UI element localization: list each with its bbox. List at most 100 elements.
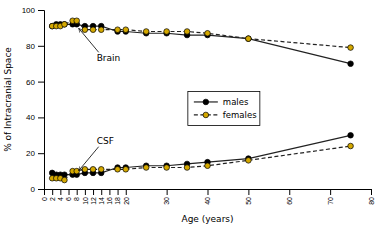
x-tick-label: 70 xyxy=(327,197,334,205)
annotation-arrow xyxy=(79,28,99,52)
y-axis: 020406080100 xyxy=(22,6,45,194)
x-tick-label: 0 xyxy=(41,197,48,201)
y-tick: 80 xyxy=(26,42,44,51)
legend-label: females xyxy=(223,110,257,120)
point xyxy=(164,29,170,35)
y-tick: 0 xyxy=(31,185,44,194)
x-tick: 20 xyxy=(122,189,129,205)
x-tick-label: 30 xyxy=(163,197,170,205)
x-tick-mark xyxy=(371,189,372,195)
x-tick: 8 xyxy=(73,189,80,201)
x-tick-mark xyxy=(85,189,86,195)
point xyxy=(246,36,252,42)
x-tick-mark xyxy=(208,189,209,195)
legend-frame xyxy=(188,91,260,125)
point xyxy=(90,27,96,33)
point xyxy=(184,165,190,171)
x-tick: 12 xyxy=(90,189,97,205)
x-tick-mark xyxy=(93,189,94,195)
point xyxy=(62,177,68,183)
point xyxy=(205,163,211,169)
annotation-text: CSF xyxy=(97,136,114,146)
point xyxy=(348,61,354,67)
point xyxy=(82,27,88,33)
x-tick: 30 xyxy=(163,189,170,205)
series xyxy=(49,133,353,178)
x-tick-mark xyxy=(167,189,168,195)
y-tick-mark xyxy=(38,46,44,47)
marks xyxy=(49,18,353,183)
x-tick: 70 xyxy=(327,189,334,205)
x-tick: 40 xyxy=(204,189,211,205)
point xyxy=(82,167,88,173)
point xyxy=(246,158,252,164)
point xyxy=(115,27,121,33)
x-tick-label: 80 xyxy=(368,197,375,205)
x-tick: 4 xyxy=(57,189,64,201)
x-tick-label: 60 xyxy=(286,197,293,205)
point xyxy=(348,45,354,51)
x-tick: 16 xyxy=(106,189,113,205)
point xyxy=(143,165,149,171)
y-tick: 40 xyxy=(26,113,44,122)
x-axis-title: Age (years) xyxy=(181,214,233,224)
x-tick-label: 6 xyxy=(65,197,72,201)
x-tick-label: 12 xyxy=(90,197,97,205)
series-line xyxy=(52,21,350,48)
y-tick: 20 xyxy=(26,149,44,158)
x-tick-label: 10 xyxy=(82,197,89,205)
x-tick: 18 xyxy=(114,189,121,205)
series xyxy=(49,22,353,67)
x-tick-label: 18 xyxy=(114,197,121,205)
x-tick-mark xyxy=(101,189,102,195)
point xyxy=(164,165,170,171)
x-tick-mark xyxy=(118,189,119,195)
x-tick-mark xyxy=(248,189,249,195)
x-tick-mark xyxy=(330,189,331,195)
x-tick-label: 16 xyxy=(106,197,113,205)
x-tick: 6 xyxy=(65,189,72,201)
x-tick-mark xyxy=(52,189,53,195)
y-tick: 100 xyxy=(22,6,44,15)
series xyxy=(49,143,353,183)
x-tick-label: 14 xyxy=(98,197,105,205)
y-tick-label: 0 xyxy=(31,185,36,194)
x-tick-mark xyxy=(289,189,290,195)
point xyxy=(123,167,129,173)
annotations: BrainCSF xyxy=(79,28,121,170)
y-tick-label: 20 xyxy=(26,149,35,158)
y-tick-label: 80 xyxy=(26,42,35,51)
point xyxy=(123,27,129,33)
point xyxy=(184,29,190,35)
y-tick-mark xyxy=(38,10,44,11)
x-tick-label: 8 xyxy=(73,197,80,201)
chart: 0246810121416182030405060708002040608010… xyxy=(0,0,383,225)
x-axis-line xyxy=(45,190,372,196)
point xyxy=(74,168,80,174)
x-tick-mark xyxy=(109,189,110,195)
x-tick-label: 40 xyxy=(204,197,211,205)
series-line xyxy=(52,24,350,63)
x-tick-mark xyxy=(60,189,61,195)
legend: malesfemales xyxy=(188,91,260,125)
x-tick-label: 2 xyxy=(49,197,56,201)
x-tick-label: 50 xyxy=(245,197,252,205)
series-line xyxy=(52,146,350,180)
x-axis: 02468101214161820 30 40 50 60 70 80 xyxy=(41,189,375,205)
legend-swatch-marker xyxy=(203,112,209,118)
point xyxy=(348,133,354,139)
y-tick-label: 40 xyxy=(26,113,35,122)
point xyxy=(62,22,68,28)
point xyxy=(205,30,211,36)
point xyxy=(348,143,354,149)
legend-swatch-marker xyxy=(203,99,209,105)
x-tick-label: 4 xyxy=(57,197,64,201)
x-tick: 60 xyxy=(286,189,293,205)
x-tick: 14 xyxy=(98,189,105,205)
y-axis-title: % of Intracranial Space xyxy=(3,47,13,152)
y-axis-line xyxy=(38,11,45,190)
x-tick-mark xyxy=(126,189,127,195)
y-tick-mark xyxy=(38,82,44,83)
y-tick-mark xyxy=(38,117,44,118)
y-tick-label: 100 xyxy=(22,6,36,15)
